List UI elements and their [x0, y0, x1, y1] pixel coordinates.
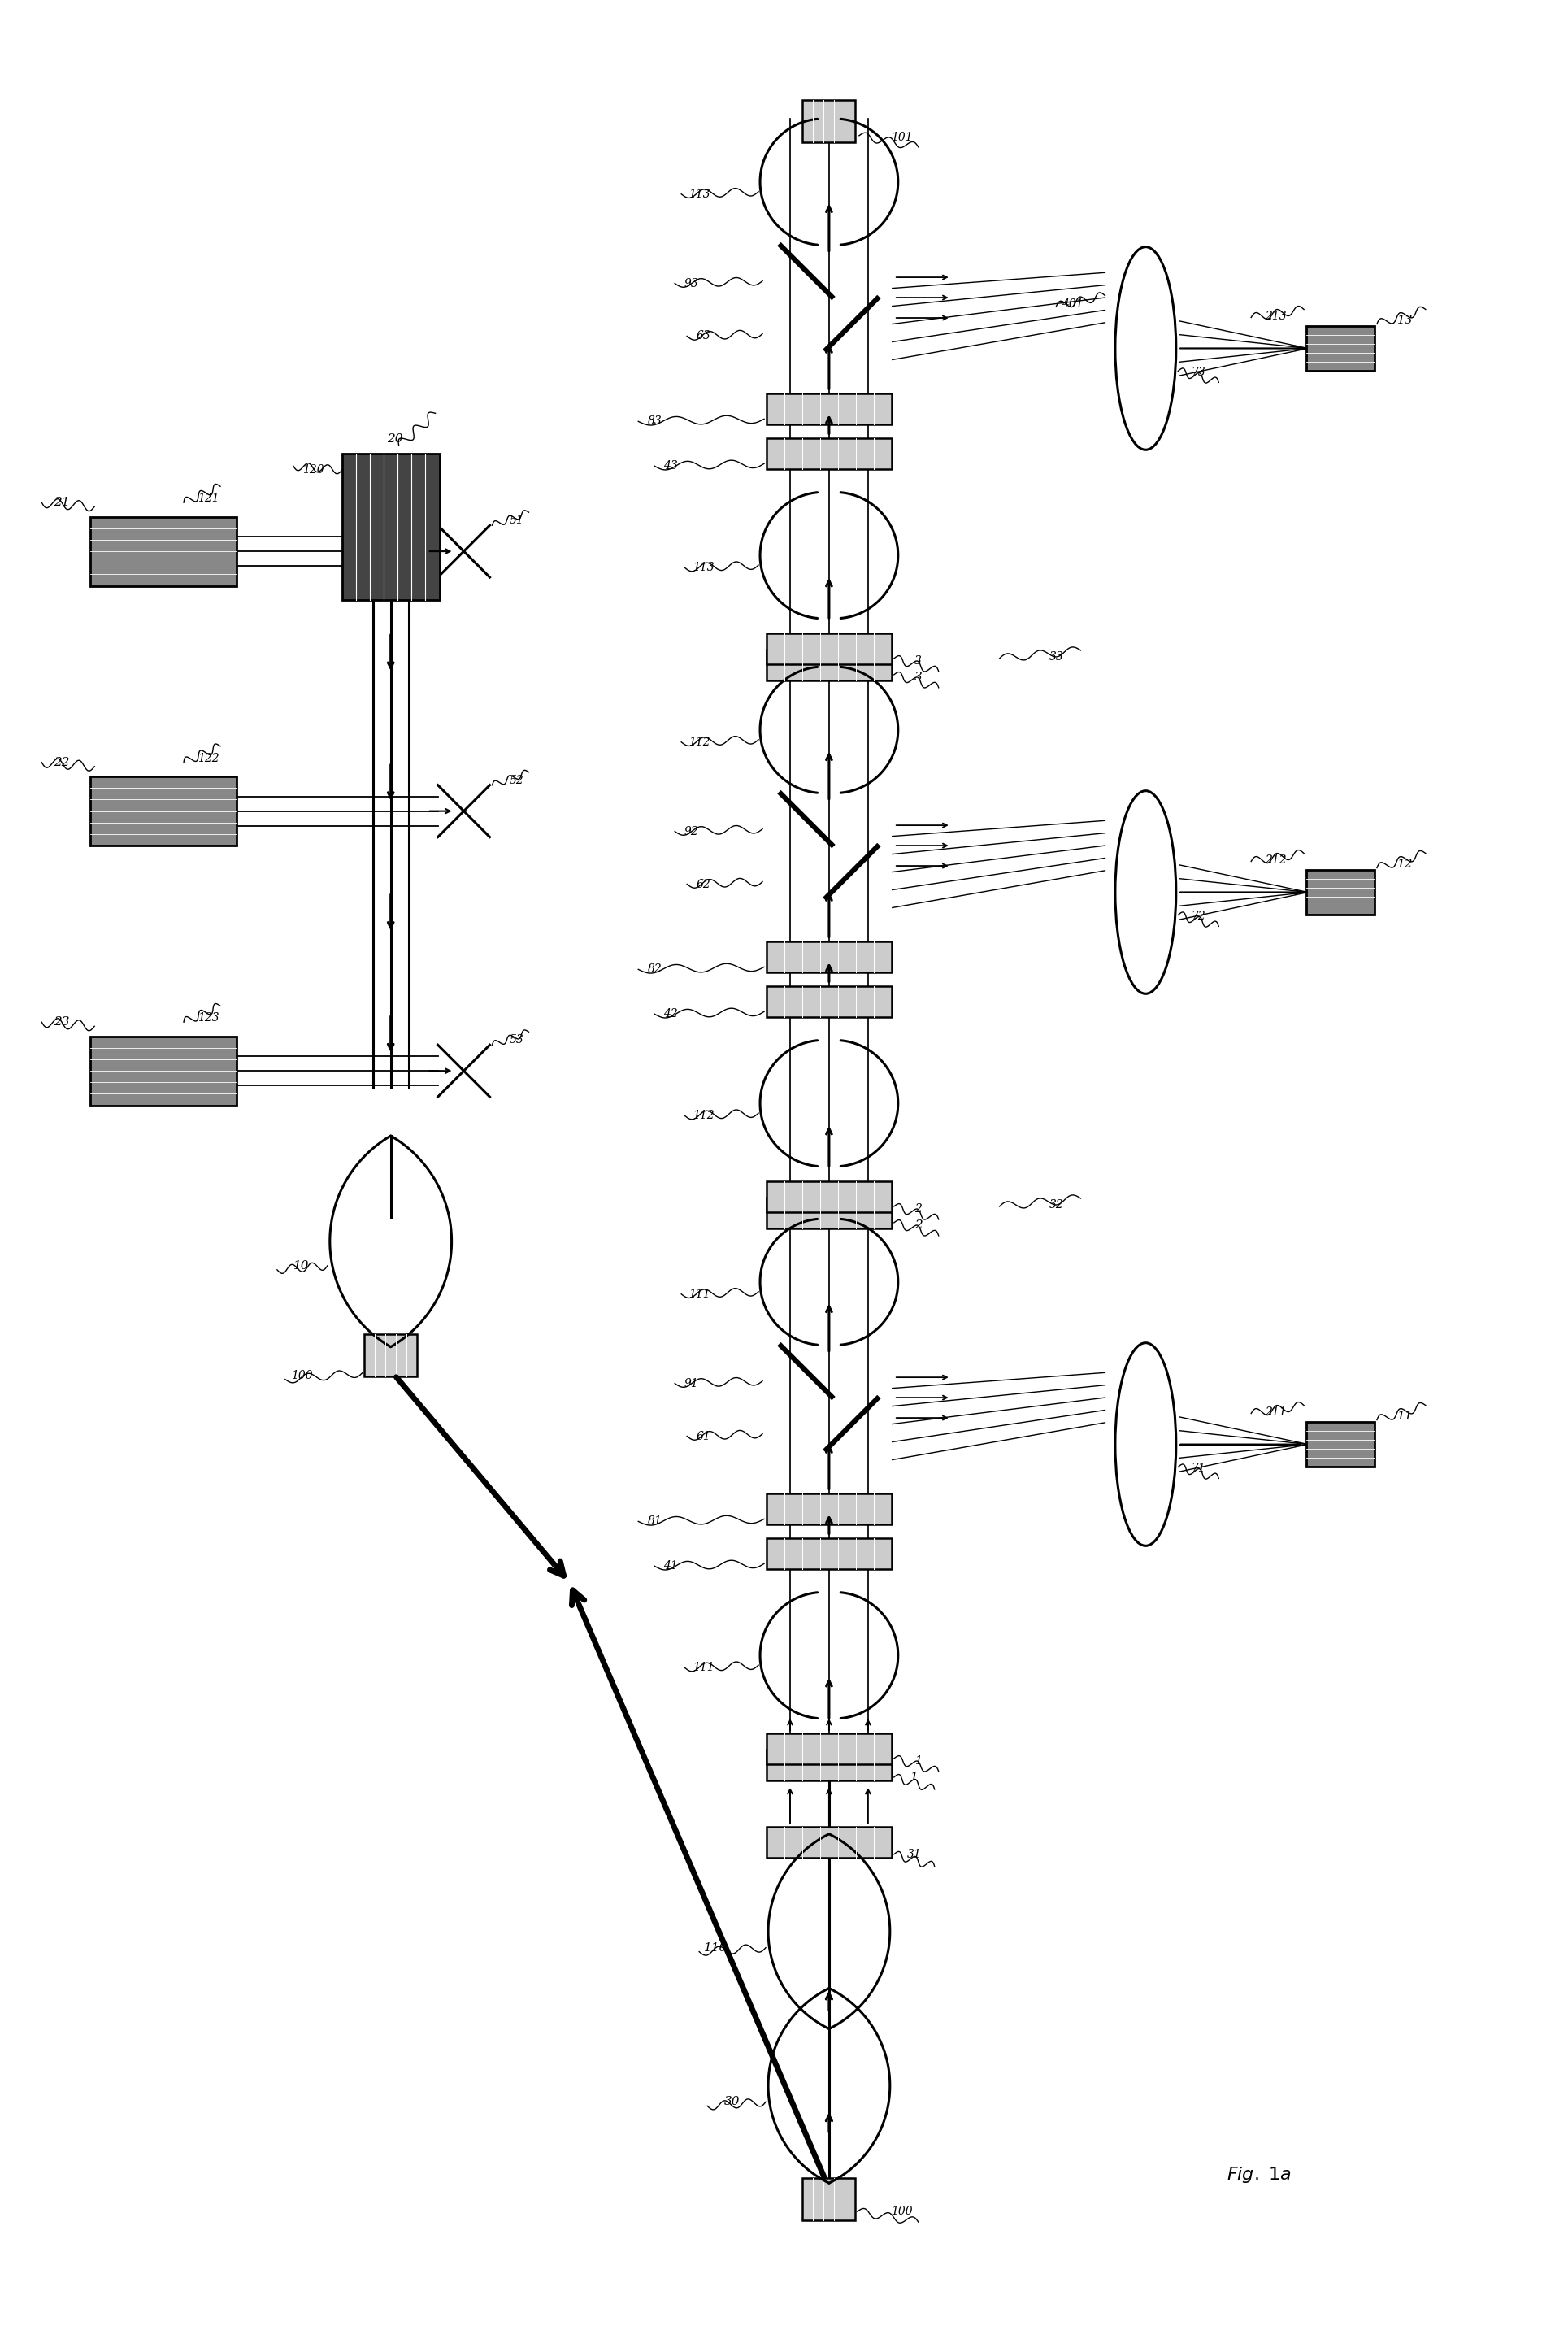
Text: 10: 10: [293, 1261, 309, 1272]
Text: 100: 100: [891, 2206, 913, 2217]
Text: 63: 63: [696, 330, 710, 341]
Text: 42: 42: [663, 1008, 677, 1020]
Bar: [767, 437, 892, 470]
Text: 93: 93: [684, 278, 698, 290]
Bar: [1306, 325, 1375, 370]
Text: 2: 2: [914, 1219, 922, 1230]
Text: 51: 51: [510, 515, 524, 526]
Bar: [767, 634, 892, 664]
Bar: [767, 650, 892, 681]
Bar: [1306, 870, 1375, 915]
Bar: [803, 2178, 856, 2220]
Text: 13: 13: [1397, 313, 1413, 325]
Bar: [767, 1198, 892, 1228]
Text: 92: 92: [684, 826, 698, 837]
Text: 73: 73: [1192, 367, 1206, 379]
Text: 101: 101: [891, 131, 913, 143]
Text: 43: 43: [663, 461, 677, 472]
Text: 53: 53: [510, 1034, 524, 1046]
Text: 213: 213: [1265, 311, 1286, 320]
Text: 113: 113: [693, 561, 713, 573]
Text: 61: 61: [696, 1431, 710, 1441]
Text: 23: 23: [53, 1017, 71, 1027]
Bar: [767, 1750, 892, 1780]
Bar: [91, 1036, 237, 1106]
Text: 20: 20: [387, 433, 403, 444]
Text: 83: 83: [648, 416, 662, 428]
Bar: [767, 1827, 892, 1857]
Text: 111: 111: [688, 1289, 710, 1300]
Text: 1: 1: [911, 1771, 919, 1782]
Text: 81: 81: [648, 1516, 662, 1527]
Text: 100: 100: [290, 1371, 312, 1380]
Text: 123: 123: [198, 1013, 220, 1024]
Text: 82: 82: [648, 964, 662, 975]
Text: 12: 12: [1397, 858, 1413, 870]
Bar: [767, 943, 892, 973]
Text: 121: 121: [198, 494, 220, 505]
Bar: [767, 1495, 892, 1525]
Text: 3: 3: [914, 655, 922, 667]
Bar: [364, 1333, 417, 1375]
Bar: [91, 517, 237, 585]
Text: 111: 111: [693, 1663, 713, 1672]
Text: 2: 2: [914, 1202, 922, 1214]
Bar: [803, 101, 856, 143]
Bar: [767, 987, 892, 1017]
Text: 110: 110: [704, 1941, 728, 1953]
Bar: [1306, 1422, 1375, 1467]
Text: 52: 52: [510, 774, 524, 786]
Text: 112: 112: [693, 1109, 713, 1120]
Text: 211: 211: [1265, 1406, 1286, 1417]
Text: 212: 212: [1265, 854, 1286, 865]
Text: $\it{Fig.\ 1a}$: $\it{Fig.\ 1a}$: [1226, 2166, 1292, 2185]
Text: 31: 31: [906, 1848, 922, 1860]
Text: 3: 3: [914, 671, 922, 683]
Text: 30: 30: [724, 2096, 740, 2107]
Text: 401: 401: [1062, 297, 1083, 309]
Text: 112: 112: [688, 737, 710, 748]
Text: 62: 62: [696, 879, 710, 889]
Text: 91: 91: [684, 1378, 698, 1389]
Text: 71: 71: [1192, 1462, 1206, 1474]
Text: 22: 22: [53, 758, 71, 767]
Bar: [91, 777, 237, 847]
Bar: [767, 1181, 892, 1212]
Text: 122: 122: [198, 753, 220, 765]
Text: 33: 33: [1049, 650, 1063, 662]
Bar: [342, 454, 439, 601]
Text: 11: 11: [1397, 1410, 1413, 1422]
Text: 21: 21: [53, 496, 71, 508]
Text: 120: 120: [303, 465, 325, 475]
Bar: [767, 1733, 892, 1764]
Bar: [767, 1539, 892, 1569]
Bar: [767, 393, 892, 426]
Text: 72: 72: [1192, 910, 1206, 922]
Text: 41: 41: [663, 1560, 677, 1572]
Text: 1: 1: [914, 1754, 922, 1766]
Text: 113: 113: [688, 189, 710, 199]
Text: 32: 32: [1049, 1200, 1063, 1212]
